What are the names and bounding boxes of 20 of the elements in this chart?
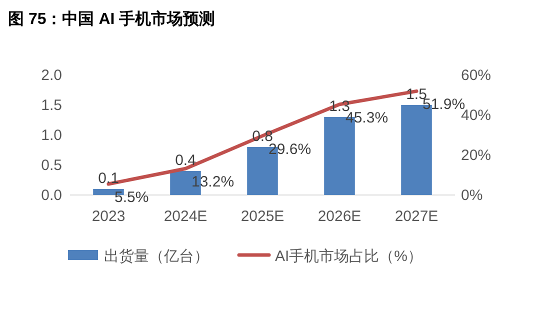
chart-title: 图 75：中国 AI 手机市场预测 [8, 10, 216, 28]
y2-tick-label: 60% [461, 67, 492, 84]
x-tick-label: 2025E [240, 208, 284, 225]
y2-tick-label: 0% [461, 187, 483, 204]
y-tick-label: 1.5 [41, 97, 62, 114]
data-label: 29.6% [268, 140, 312, 158]
y-tick-label: 2.0 [41, 67, 62, 84]
y2-tick-label: 20% [461, 147, 492, 164]
y-tick-label: 0.5 [41, 157, 62, 174]
legend-label: AI手机市场占比（%） [275, 248, 423, 265]
data-label: 0.1 [98, 170, 119, 187]
x-tick-label: 2026E [318, 208, 362, 225]
x-tick-label: 2024E [164, 208, 208, 225]
legend-label: 出货量（亿台） [104, 248, 209, 265]
y-tick-label: 1.0 [41, 127, 62, 144]
data-label: 0.4 [175, 152, 196, 169]
y-tick-label: 0.0 [41, 187, 62, 204]
x-tick-label: 2027E [394, 208, 438, 225]
data-label: 5.5% [114, 189, 149, 206]
x-tick-label: 2023 [92, 208, 126, 225]
